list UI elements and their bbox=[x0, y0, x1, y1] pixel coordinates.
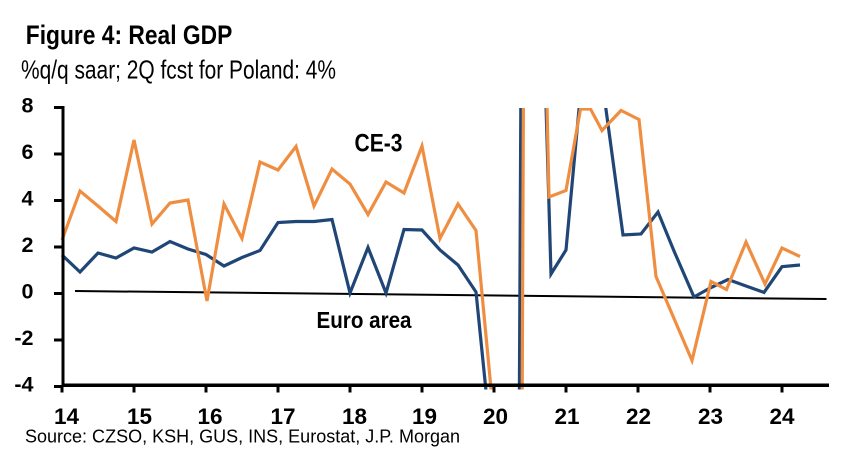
svg-text:-2: -2 bbox=[14, 326, 33, 350]
svg-text:0: 0 bbox=[22, 280, 34, 304]
svg-text:8: 8 bbox=[22, 94, 34, 118]
svg-text:-4: -4 bbox=[14, 373, 33, 397]
svg-text:4: 4 bbox=[22, 187, 34, 211]
svg-text:19: 19 bbox=[412, 404, 437, 429]
svg-text:18: 18 bbox=[342, 404, 367, 429]
svg-text:Source: CZSO, KSH, GUS, INS, E: Source: CZSO, KSH, GUS, INS, Eurostat, J… bbox=[25, 427, 460, 447]
svg-text:Figure 4: Real GDP: Figure 4: Real GDP bbox=[26, 20, 233, 50]
svg-text:23: 23 bbox=[698, 404, 723, 429]
svg-text:CE-3: CE-3 bbox=[355, 130, 403, 158]
svg-text:6: 6 bbox=[22, 140, 34, 164]
svg-text:20: 20 bbox=[483, 404, 508, 429]
svg-text:Euro area: Euro area bbox=[317, 307, 413, 333]
svg-text:22: 22 bbox=[626, 404, 651, 429]
svg-text:17: 17 bbox=[270, 404, 295, 429]
svg-text:14: 14 bbox=[54, 404, 80, 429]
svg-text:16: 16 bbox=[197, 404, 222, 429]
svg-text:%q/q saar; 2Q fcst for Poland:: %q/q saar; 2Q fcst for Poland: 4% bbox=[21, 54, 336, 84]
svg-text:2: 2 bbox=[22, 233, 34, 257]
svg-text:24: 24 bbox=[769, 404, 795, 429]
svg-text:15: 15 bbox=[127, 404, 152, 429]
svg-text:21: 21 bbox=[554, 404, 579, 429]
